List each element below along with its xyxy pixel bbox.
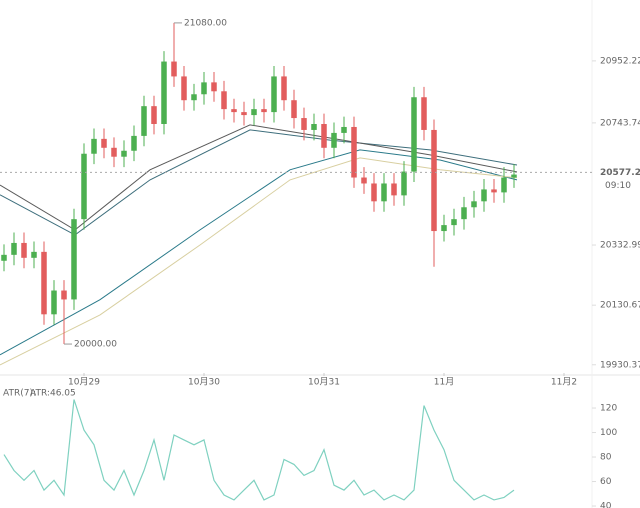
moving-average (0, 129, 518, 236)
candle-body (381, 183, 387, 202)
candle-body (31, 251, 37, 258)
candle-body (201, 82, 207, 95)
candle-body (61, 290, 67, 300)
x-tick-label: 10月31 (308, 377, 340, 388)
candle-body (361, 177, 367, 184)
moving-average (0, 149, 518, 356)
candle-body (471, 201, 477, 208)
candle-body (131, 135, 137, 151)
candle-body (241, 112, 247, 116)
y-tick-label: 100 (600, 428, 617, 438)
candle-body (181, 76, 187, 101)
candle-body (331, 132, 337, 148)
candle-body (211, 82, 217, 92)
x-tick-label: 10月30 (188, 377, 220, 388)
candle-body (511, 174, 517, 178)
y-tick-label: 80 (600, 453, 612, 463)
candle-body (321, 124, 327, 148)
legend-entry: ATR:46.05 (30, 389, 76, 399)
candle-body (231, 109, 237, 113)
candle-body (91, 138, 97, 154)
y-tick-label: 60 (600, 477, 612, 487)
y-tick-label: 20332.99 (600, 241, 640, 251)
y-tick-label: 20952.22 (600, 56, 640, 66)
x-tick-label: 11月2 (551, 377, 577, 388)
annotation-label: 21080.00 (184, 18, 227, 28)
candle-body (51, 290, 57, 315)
candle-body (151, 106, 157, 124)
candle-body (421, 97, 427, 130)
candle-body (411, 97, 417, 172)
candle-body (71, 219, 77, 300)
candle-body (1, 254, 7, 261)
candle-body (481, 189, 487, 202)
x-tick-label: 11月 (434, 377, 454, 388)
countdown: 09:10 (605, 181, 631, 191)
candle-body (101, 138, 107, 148)
candle-body (491, 189, 497, 193)
candle-body (431, 129, 437, 232)
indicator-title: ATR(7): (3, 389, 36, 399)
candle-body (451, 219, 457, 226)
candle-body (461, 207, 467, 220)
candle-body (161, 61, 167, 124)
candle-body (441, 225, 447, 232)
candle-body (121, 150, 127, 157)
y-tick-label: 120 (600, 404, 617, 414)
candle-body (81, 153, 87, 220)
moving-average (0, 157, 518, 366)
y-tick-label: 20743.74 (600, 118, 640, 128)
candle-body (501, 177, 507, 193)
candle-body (401, 171, 407, 196)
moving-average (0, 124, 518, 231)
last-price-label: 20577.20 (600, 168, 640, 178)
atr-line (3, 399, 515, 501)
candle-body (371, 183, 377, 202)
candle-body (11, 242, 17, 255)
candle-body (301, 118, 307, 130)
candle-body (221, 91, 227, 110)
y-tick-label: 20130.67 (600, 301, 640, 311)
last-price-box (596, 166, 640, 191)
candle-body (251, 109, 257, 116)
candle-body (111, 147, 117, 157)
annotation-label: 20000.00 (74, 340, 117, 350)
y-tick-label: 40 (600, 502, 612, 508)
candle-body (41, 251, 47, 315)
candle-body (311, 124, 317, 130)
y-tick-label: 19930.37 (600, 360, 640, 370)
candle-body (171, 61, 177, 77)
candle-body (261, 109, 267, 113)
candle-body (291, 100, 297, 119)
x-tick-label: 10月29 (68, 377, 100, 388)
candle-body (341, 126, 347, 133)
candle-body (271, 76, 277, 113)
candle-body (141, 106, 147, 136)
candle-body (391, 183, 397, 196)
candle-body (281, 76, 287, 101)
candle-body (21, 242, 27, 258)
candle-body (351, 126, 357, 178)
candle-body (191, 94, 197, 101)
